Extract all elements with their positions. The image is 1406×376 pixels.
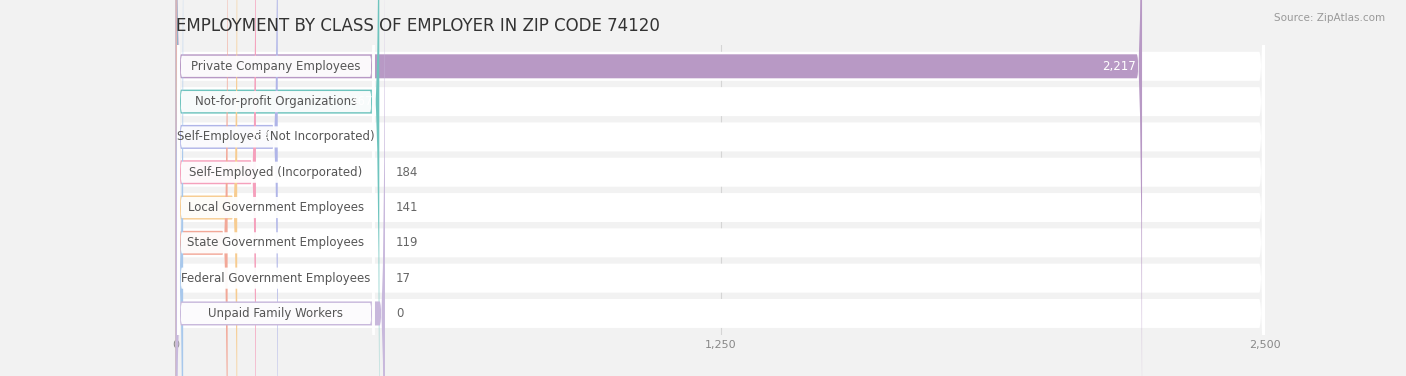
FancyBboxPatch shape [176,0,1265,376]
Text: Local Government Employees: Local Government Employees [188,201,364,214]
FancyBboxPatch shape [176,0,1142,376]
FancyBboxPatch shape [176,0,1265,376]
FancyBboxPatch shape [176,0,1265,376]
FancyBboxPatch shape [177,0,374,376]
Text: Not-for-profit Organizations: Not-for-profit Organizations [195,95,357,108]
FancyBboxPatch shape [176,0,385,376]
FancyBboxPatch shape [177,0,374,376]
Text: Source: ZipAtlas.com: Source: ZipAtlas.com [1274,13,1385,23]
FancyBboxPatch shape [176,0,228,376]
Text: State Government Employees: State Government Employees [187,237,364,249]
Text: EMPLOYMENT BY CLASS OF EMPLOYER IN ZIP CODE 74120: EMPLOYMENT BY CLASS OF EMPLOYER IN ZIP C… [176,17,659,35]
Text: 2,217: 2,217 [1102,60,1136,73]
Text: 234: 234 [249,130,271,143]
Text: Self-Employed (Not Incorporated): Self-Employed (Not Incorporated) [177,130,375,143]
FancyBboxPatch shape [176,0,1265,376]
FancyBboxPatch shape [176,0,1265,376]
FancyBboxPatch shape [177,0,374,376]
FancyBboxPatch shape [177,0,374,376]
FancyBboxPatch shape [177,0,374,376]
FancyBboxPatch shape [176,0,256,376]
Text: 17: 17 [396,271,411,285]
Text: 119: 119 [396,237,419,249]
FancyBboxPatch shape [176,0,238,376]
Text: 184: 184 [396,166,418,179]
FancyBboxPatch shape [176,0,278,376]
FancyBboxPatch shape [176,0,183,376]
Text: Federal Government Employees: Federal Government Employees [181,271,371,285]
FancyBboxPatch shape [177,0,374,376]
Text: Self-Employed (Incorporated): Self-Employed (Incorporated) [190,166,363,179]
FancyBboxPatch shape [177,0,374,376]
Text: 141: 141 [396,201,419,214]
FancyBboxPatch shape [176,0,1265,376]
Text: 0: 0 [396,307,404,320]
FancyBboxPatch shape [176,0,380,376]
Text: Private Company Employees: Private Company Employees [191,60,361,73]
FancyBboxPatch shape [177,0,374,376]
Text: Unpaid Family Workers: Unpaid Family Workers [208,307,343,320]
Text: 467: 467 [350,95,373,108]
FancyBboxPatch shape [176,0,1265,376]
FancyBboxPatch shape [176,0,1265,376]
